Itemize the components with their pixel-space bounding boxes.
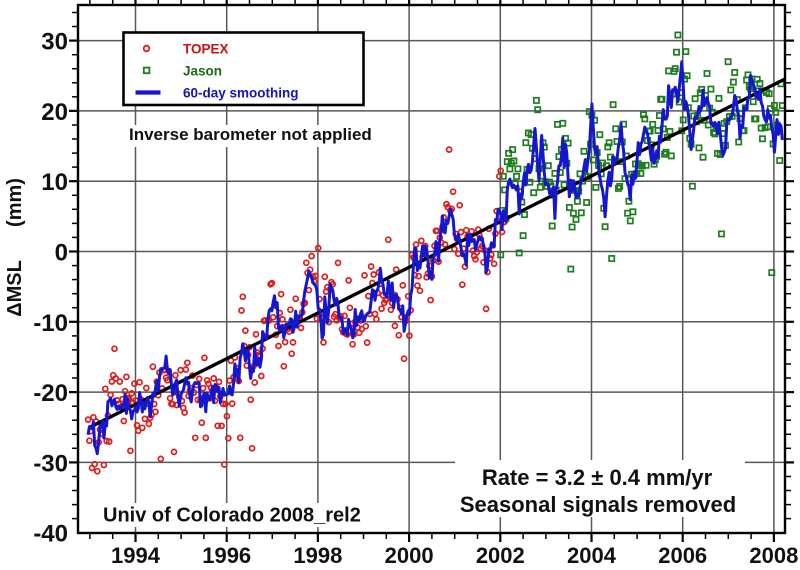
- svg-text:2002: 2002: [476, 543, 525, 565]
- svg-text:-40: -40: [33, 521, 68, 548]
- svg-text:Inverse barometer not applied: Inverse barometer not applied: [129, 125, 372, 144]
- svg-text:0: 0: [55, 240, 68, 267]
- svg-text:2000: 2000: [385, 543, 434, 565]
- svg-text:2006: 2006: [658, 543, 707, 565]
- svg-text:1998: 1998: [293, 543, 342, 565]
- svg-text:Univ of Colorado 2008_rel2: Univ of Colorado 2008_rel2: [103, 505, 361, 527]
- svg-text:20: 20: [41, 99, 68, 126]
- svg-text:Seasonal signals removed: Seasonal signals removed: [460, 492, 736, 517]
- svg-text:1994: 1994: [111, 543, 161, 565]
- svg-text:Jason: Jason: [183, 64, 222, 79]
- svg-text:-10: -10: [33, 310, 68, 337]
- svg-text:ΔMSL: ΔMSL: [4, 260, 26, 317]
- svg-text:Rate = 3.2 ± 0.4 mm/yr: Rate = 3.2 ± 0.4 mm/yr: [482, 465, 713, 490]
- svg-text:60-day smoothing: 60-day smoothing: [183, 86, 299, 101]
- svg-text:30: 30: [41, 29, 68, 56]
- svg-text:-30: -30: [33, 450, 68, 477]
- svg-text:1996: 1996: [202, 543, 251, 565]
- svg-text:-20: -20: [33, 380, 68, 407]
- svg-text:10: 10: [41, 169, 68, 196]
- svg-text:(mm): (mm): [4, 178, 26, 227]
- svg-text:2004: 2004: [567, 543, 617, 565]
- svg-text:2008: 2008: [749, 543, 798, 565]
- svg-text:TOPEX: TOPEX: [183, 42, 229, 57]
